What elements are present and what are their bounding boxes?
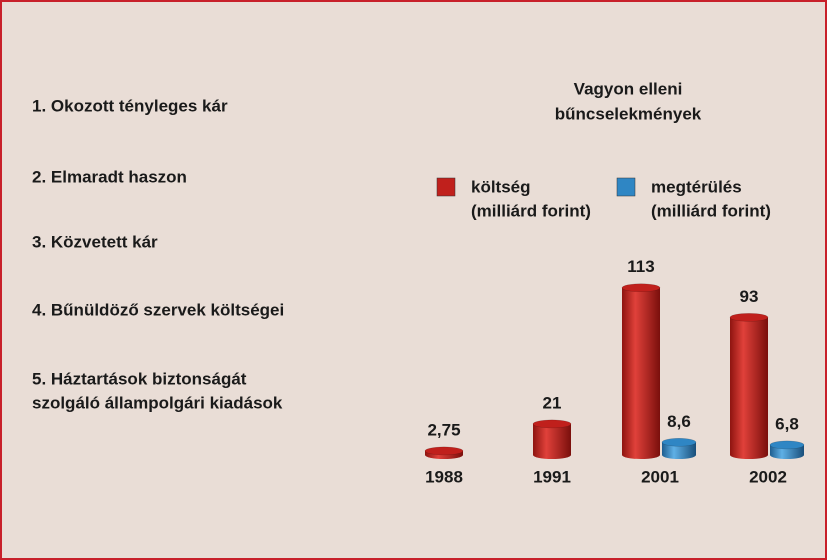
- value-label: 6,8: [775, 414, 799, 433]
- note: szolgáló állampolgári kiadások: [32, 393, 283, 412]
- x-tick-label: 1988: [425, 467, 463, 486]
- bar-body: [730, 317, 768, 459]
- note: 3. Közvetett kár: [32, 232, 158, 251]
- legend-swatch: [616, 177, 636, 197]
- legend-swatch: [436, 177, 456, 197]
- x-tick-label: 2002: [749, 467, 787, 486]
- bar: [661, 438, 697, 459]
- bar-top: [532, 419, 572, 429]
- x-tick-label: 1991: [533, 467, 571, 486]
- note: 5. Háztartások biztonságát: [32, 369, 247, 388]
- legend-label: költség: [471, 177, 531, 196]
- bar: [424, 446, 464, 459]
- legend-label: (milliárd forint): [651, 201, 771, 220]
- bar-top: [729, 313, 769, 322]
- value-label: 2,75: [427, 420, 460, 439]
- chart-title: Vagyon elleni: [574, 79, 683, 98]
- bar-top: [424, 446, 464, 456]
- value-label: 113: [627, 257, 654, 276]
- note: 4. Bűnüldöző szervek költségei: [32, 300, 284, 319]
- x-tick-label: 2001: [641, 467, 679, 486]
- bar-body: [662, 442, 696, 459]
- bar-body: [533, 423, 571, 459]
- bar: [729, 313, 769, 459]
- bar-body: [622, 287, 660, 459]
- bar-body: [770, 444, 804, 459]
- note: 1. Okozott tényleges kár: [32, 96, 228, 115]
- bar-top: [661, 438, 697, 447]
- bar: [769, 440, 805, 459]
- bar-top: [769, 440, 805, 450]
- value-label: 93: [740, 287, 759, 306]
- chart-title: bűncselekmények: [555, 104, 702, 123]
- note: 2. Elmaradt haszon: [32, 167, 187, 186]
- value-label: 21: [543, 393, 562, 412]
- legend-label: megtérülés: [651, 177, 742, 196]
- bar: [621, 283, 661, 459]
- bar-top: [621, 283, 661, 293]
- value-label: 8,6: [667, 412, 691, 431]
- legend-label: (milliárd forint): [471, 201, 591, 220]
- bar: [532, 419, 572, 459]
